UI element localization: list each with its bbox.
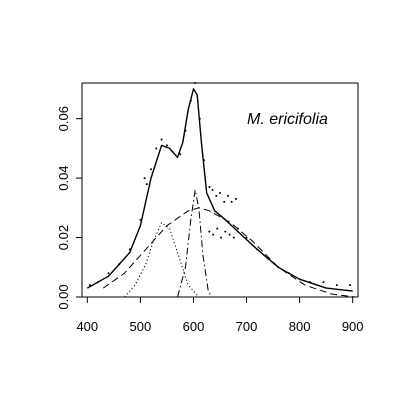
x-tick-label: 400 <box>76 319 98 334</box>
data-point <box>165 144 168 147</box>
data-point <box>184 129 187 132</box>
data-point <box>89 284 91 287</box>
data-point <box>171 150 174 153</box>
data-point <box>208 186 211 188</box>
series-component-2 <box>102 207 356 298</box>
data-point <box>245 236 248 239</box>
data-point <box>237 227 239 230</box>
data-point <box>208 230 211 233</box>
data-point <box>194 82 197 84</box>
data-point <box>203 159 206 162</box>
series-component-1 <box>124 222 200 298</box>
x-axis: 400 500 600 700 800 900 <box>76 296 364 334</box>
data-point <box>349 284 351 287</box>
data-point <box>211 189 214 191</box>
data-point <box>212 233 215 236</box>
y-tick-label: 0.06 <box>56 106 71 131</box>
data-point <box>277 266 280 269</box>
data-point <box>288 272 290 275</box>
y-tick-label: 0.04 <box>56 165 71 190</box>
data-point <box>155 147 158 150</box>
data-point <box>160 138 163 141</box>
x-tick-label: 900 <box>342 319 364 334</box>
data-point <box>322 281 325 284</box>
data-point <box>266 257 269 260</box>
data-point <box>189 99 192 102</box>
data-point <box>150 168 152 171</box>
data-point <box>216 227 219 230</box>
y-tick-label: 0.02 <box>56 225 71 250</box>
data-point <box>179 153 182 156</box>
data-point <box>143 177 146 180</box>
annotation: M. ericifolia <box>247 111 328 128</box>
data-point <box>256 248 259 251</box>
series-component-3 <box>177 189 213 298</box>
data-point <box>220 236 223 239</box>
data-point <box>128 248 131 251</box>
x-tick-label: 500 <box>130 319 152 334</box>
data-point <box>219 192 221 194</box>
x-tick-label: 700 <box>236 319 258 334</box>
data-point <box>309 281 312 284</box>
data-point <box>223 200 226 203</box>
data-point <box>96 281 99 284</box>
x-tick-label: 800 <box>289 319 311 334</box>
data-point <box>118 263 121 266</box>
data-point <box>228 233 231 236</box>
data-point <box>107 272 110 275</box>
data-point <box>335 284 338 287</box>
data-point <box>230 200 233 203</box>
y-tick-label: 0.00 <box>56 284 71 309</box>
data-point <box>298 278 301 281</box>
data-point <box>215 194 218 197</box>
y-axis: 0.00 0.02 0.04 0.06 <box>56 106 83 310</box>
data-points <box>89 82 351 287</box>
data-point <box>232 236 235 239</box>
data-point <box>227 194 229 197</box>
data-point <box>198 117 201 120</box>
x-tick-label: 600 <box>183 319 205 334</box>
data-point <box>234 197 237 200</box>
data-point <box>139 218 142 221</box>
data-point <box>145 183 148 186</box>
data-point <box>224 230 227 233</box>
